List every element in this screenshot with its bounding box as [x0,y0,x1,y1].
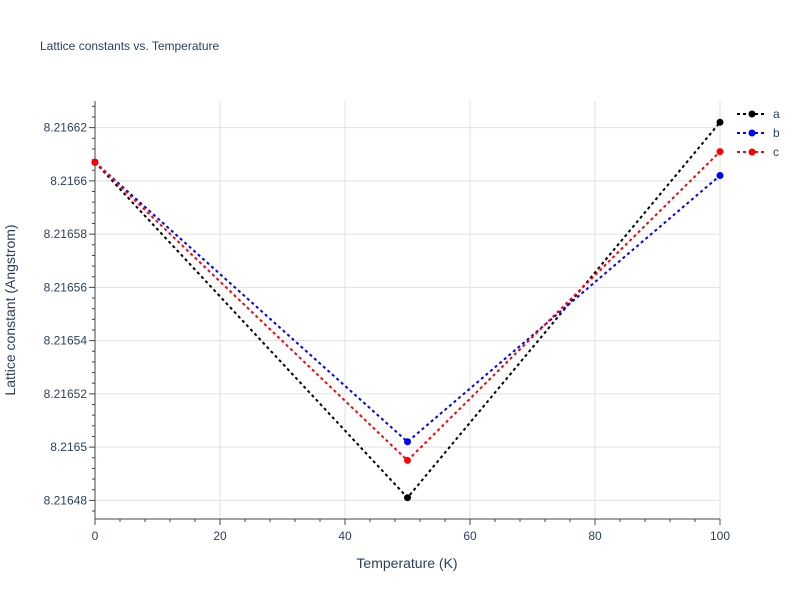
x-axis-title: Temperature (K) [356,555,457,571]
legend-marker-a [748,110,756,118]
data-point-a [716,118,724,126]
x-tick-label: 40 [338,529,352,543]
series-line-c [94,150,721,462]
y-tick-label: 8.21658 [44,227,88,241]
legend[interactable]: abc [737,107,780,159]
x-tick-label: 0 [92,529,99,543]
x-tick-label: 80 [588,529,602,543]
y-tick-label: 8.21662 [44,121,88,135]
data-point-c [91,158,99,166]
legend-marker-b [748,129,756,137]
legend-item-b[interactable]: b [737,126,780,140]
y-tick-label: 8.21654 [44,334,88,348]
data-point-b [716,172,724,180]
legend-item-c[interactable]: c [737,145,779,159]
data-point-c [716,148,724,156]
y-tick-label: 8.2165 [50,440,87,454]
x-tick-label: 100 [710,529,730,543]
y-tick-label: 8.21656 [44,280,88,294]
x-tick-label: 20 [213,529,227,543]
legend-label-c: c [773,145,779,159]
series-layer [91,118,724,502]
y-tick-label: 8.2166 [50,174,87,188]
y-tick-label: 8.21648 [44,493,88,507]
chart-title: Lattice constants vs. Temperature [40,39,220,53]
x-tick-label: 60 [463,529,477,543]
series-line-b [94,161,721,444]
legend-item-a[interactable]: a [737,107,780,121]
axes: 0 20 40 60 80 100 8.21648 8.2165 8.21652 8.21654 8… [44,101,730,543]
y-tick-label: 8.21652 [44,387,88,401]
data-point-c [404,456,411,464]
legend-marker-c [748,148,756,156]
gridlines [94,101,721,519]
data-point-b [404,438,411,446]
y-axis-title: Lattice constant (Angstrom) [2,224,18,395]
legend-label-b: b [773,126,780,140]
data-point-a [404,494,411,502]
legend-label-a: a [773,107,780,121]
